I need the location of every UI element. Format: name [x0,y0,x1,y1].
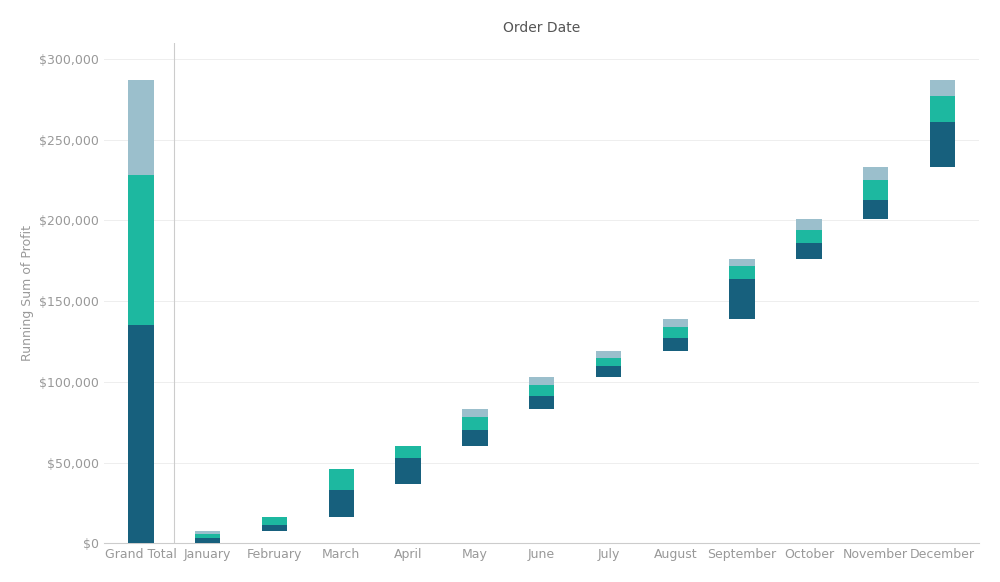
Bar [863,200,888,219]
Bar [729,266,755,279]
Bar [329,469,354,490]
Bar [462,430,488,446]
Bar [596,358,621,365]
Bar [128,175,154,325]
Bar [128,80,154,175]
Bar [796,219,822,230]
Bar [195,538,220,544]
Bar [128,325,154,544]
Bar [195,534,220,538]
Bar [796,230,822,243]
Bar [395,458,421,484]
Bar [930,122,955,167]
Bar [663,338,688,351]
Bar [729,259,755,266]
Bar [930,96,955,122]
Bar [529,377,554,385]
Bar [663,327,688,338]
Bar [863,167,888,180]
Bar [796,243,822,259]
Bar [596,351,621,358]
Bar [596,365,621,377]
Bar [529,396,554,409]
Bar [663,319,688,327]
Title: Order Date: Order Date [503,21,580,35]
Bar [462,409,488,417]
Bar [462,417,488,430]
Bar [329,490,354,517]
Bar [729,279,755,319]
Y-axis label: Running Sum of Profit: Running Sum of Profit [21,225,34,361]
Bar [262,525,287,531]
Bar [529,385,554,396]
Bar [195,531,220,534]
Bar [395,446,421,458]
Bar [262,517,287,525]
Bar [930,80,955,96]
Bar [863,180,888,200]
